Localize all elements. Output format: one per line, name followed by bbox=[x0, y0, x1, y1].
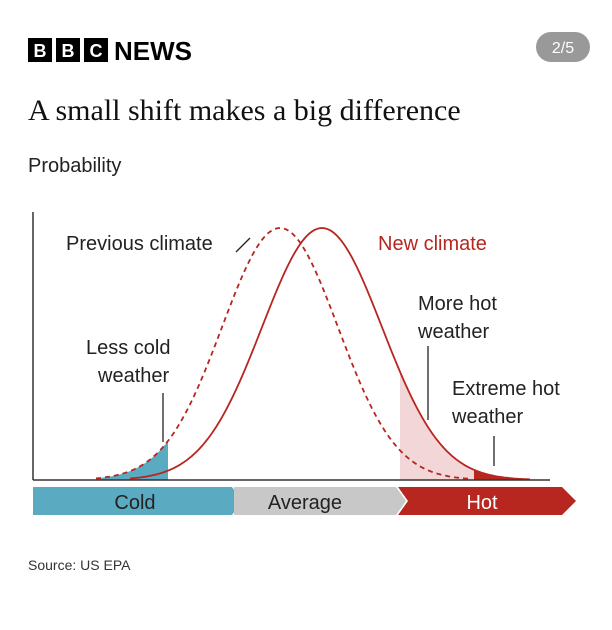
scale-label: Hot bbox=[466, 492, 498, 514]
logo-letter: C bbox=[90, 41, 103, 61]
source: Source: US EPA bbox=[28, 557, 131, 573]
new-label: New climate bbox=[378, 233, 487, 255]
less-cold-label: Less cold weather bbox=[86, 337, 171, 387]
page-indicator: 2/5 bbox=[552, 40, 574, 57]
page-badge bbox=[536, 32, 590, 62]
scale-label: Average bbox=[268, 492, 342, 514]
logo-box bbox=[56, 38, 80, 62]
plot bbox=[95, 227, 531, 481]
extreme-hot-label: Extreme hot weather bbox=[451, 378, 560, 428]
logo: B B C NEWS bbox=[28, 36, 192, 66]
logo-box bbox=[28, 38, 52, 62]
extreme-hot-area bbox=[474, 469, 530, 480]
more-hot-label: More hot weather bbox=[417, 293, 497, 343]
scale-average bbox=[234, 487, 406, 515]
logo-letter: B bbox=[62, 41, 75, 61]
axis-label: Probability bbox=[28, 155, 121, 177]
scale-label: Cold bbox=[114, 492, 155, 514]
new-curve bbox=[129, 227, 531, 481]
logo-box bbox=[84, 38, 108, 62]
logo-letter: B bbox=[34, 41, 47, 61]
scale-hot bbox=[398, 487, 576, 515]
previous-label: Previous climate bbox=[66, 233, 213, 255]
less-cold-area bbox=[96, 440, 168, 480]
brand: NEWS bbox=[114, 36, 192, 66]
scale-cold bbox=[33, 487, 242, 515]
title: A small shift makes a big difference bbox=[28, 94, 461, 127]
pointer bbox=[235, 237, 251, 253]
previous-curve bbox=[95, 227, 471, 480]
more-hot-area bbox=[400, 371, 474, 480]
